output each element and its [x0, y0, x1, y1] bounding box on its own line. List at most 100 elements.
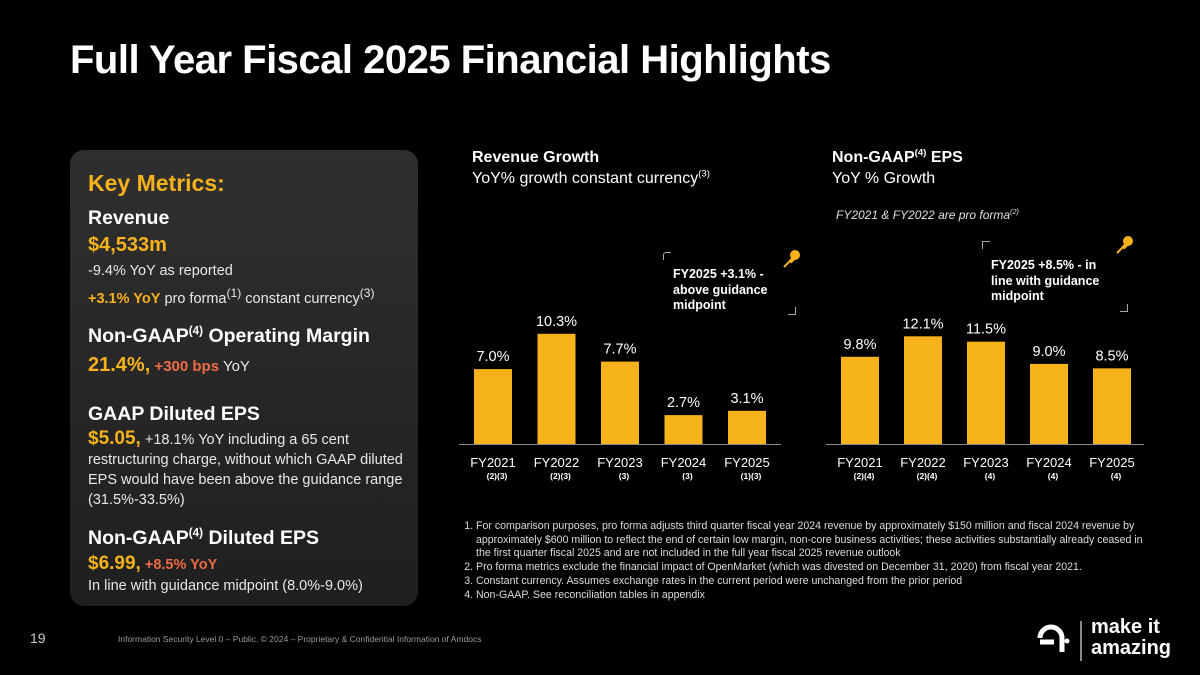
footnote-ref: (4) — [188, 526, 204, 540]
category-label: FY2023 — [597, 455, 643, 470]
category-note: (2)(3) — [487, 471, 508, 481]
category-label: FY2021 — [837, 455, 883, 470]
eps-callout: FY2025 +8.5% - in line with guidance mid… — [991, 258, 1099, 305]
category-label: FY2024 — [661, 455, 707, 470]
op-margin-value: 21.4%, — [88, 354, 151, 376]
category-note: (4) — [1048, 471, 1059, 481]
footnote-item: Pro forma metrics exclude the financial … — [476, 561, 1158, 575]
gaap-eps-label: GAAP Diluted EPS — [88, 403, 260, 425]
bar-value-label: 12.1% — [902, 316, 943, 332]
eps-chart-subtitle: YoY % Growth — [832, 170, 936, 187]
logo-line: make it — [1091, 616, 1160, 638]
footnote-ref: (3) — [698, 168, 710, 180]
eps-callout-line: midpoint — [991, 289, 1044, 303]
pro-forma-text: FY2021 & FY2022 are pro forma — [836, 208, 1011, 222]
amdocs-logo-icon — [1037, 624, 1070, 652]
bar-fy2025 — [1093, 368, 1131, 444]
revenue-callout-line: above guidance — [673, 282, 768, 297]
op-margin-label-b: Operating Margin — [203, 325, 370, 347]
pushpin-icon — [781, 248, 803, 275]
pro-forma-note: FY2021 & FY2022 are pro forma(2) — [836, 208, 1019, 222]
nongaap-eps-label-b: Diluted EPS — [203, 527, 319, 549]
revenue-chart-title: Revenue Growth YoY% growth constant curr… — [472, 147, 710, 189]
category-note: (4) — [985, 471, 996, 481]
eps-chart-title-a: Non-GAAP — [832, 149, 915, 166]
nongaap-eps-change: +8.5% YoY — [140, 557, 218, 573]
nongaap-eps-label-a: Non-GAAP — [88, 527, 189, 549]
category-note: (1)(3) — [741, 471, 762, 481]
footnote-item: Non-GAAP. See reconciliation tables in a… — [476, 589, 1158, 603]
bar-value-label: 7.7% — [603, 342, 636, 358]
category-note: (2)(3) — [550, 471, 571, 481]
key-metrics-panel: Key Metrics: Revenue $4,533m -9.4% YoY a… — [70, 150, 418, 606]
pushpin-icon — [1114, 234, 1136, 261]
bar-value-label: 7.0% — [476, 349, 509, 365]
category-label: FY2023 — [963, 455, 1009, 470]
footnotes-list: For comparison purposes, pro forma adjus… — [458, 520, 1158, 602]
bar-value-label: 9.8% — [843, 337, 876, 353]
category-note: (2)(4) — [854, 471, 875, 481]
bar-fy2024 — [664, 415, 703, 444]
revenue-value: $4,533m — [88, 234, 167, 256]
category-label: FY2021 — [470, 455, 516, 470]
page-number: 19 — [30, 630, 46, 646]
revenue-chart-subtitle: YoY% growth constant currency — [472, 170, 699, 187]
revenue-callout: FY2025 +3.1% - above guidance midpoint — [673, 267, 767, 314]
logo-tagline: make it amazing — [1091, 617, 1171, 659]
revenue-yoy-cc-text: pro forma — [160, 290, 227, 307]
nongaap-eps-note: In line with guidance midpoint (8.0%-9.0… — [88, 578, 363, 594]
bar-value-label: 8.5% — [1095, 348, 1128, 364]
category-note: (3) — [682, 471, 693, 481]
copyright-notice: Information Security Level 0 – Public. ©… — [118, 634, 482, 644]
bar-fy2025 — [728, 410, 766, 444]
category-label: FY2025 — [724, 455, 770, 470]
bar-fy2023 — [967, 341, 1005, 444]
bar-fy2021 — [474, 369, 512, 444]
category-label: FY2025 — [1089, 455, 1135, 470]
eps-callout-line: FY2025 +8.5% - in — [991, 258, 1097, 272]
category-note: (2)(4) — [917, 471, 938, 481]
footnote-ref: (2) — [1010, 207, 1019, 216]
bar-value-label: 9.0% — [1032, 344, 1065, 360]
logo-divider — [1080, 621, 1082, 661]
callout-bracket — [788, 307, 796, 315]
callout-bracket — [982, 241, 990, 249]
eps-callout-line: line with guidance — [991, 273, 1100, 288]
nongaap-eps-value: $6.99, — [88, 553, 141, 574]
bar-value-label: 2.7% — [667, 395, 700, 411]
callout-bracket — [1120, 304, 1128, 312]
op-margin-label-a: Non-GAAP — [88, 325, 189, 347]
footnote-ref: (1) — [226, 286, 242, 300]
footnote-ref: (4) — [914, 147, 927, 159]
key-metrics-heading: Key Metrics: — [88, 170, 225, 196]
gaap-eps-value: $5.05, — [88, 428, 141, 449]
revenue-callout-line: midpoint — [673, 298, 726, 312]
nongaap-eps-label: Non-GAAP(4) Diluted EPS — [88, 527, 319, 550]
revenue-yoy-cc-highlight: +3.1% YoY — [88, 290, 161, 307]
eps-chart-title: Non-GAAP(4) EPS YoY % Growth — [832, 147, 963, 189]
op-margin-label: Non-GAAP(4) Operating Margin — [88, 325, 370, 348]
footnote-ref: (3) — [359, 286, 375, 300]
bar-fy2022 — [537, 333, 576, 444]
logo-line: amazing — [1091, 637, 1172, 659]
revenue-callout-line: FY2025 +3.1% - — [673, 267, 764, 281]
category-label: FY2022 — [900, 455, 946, 470]
revenue-yoy-cc: +3.1% YoY pro forma(1) constant currency… — [88, 286, 375, 307]
category-note: (3) — [619, 471, 630, 481]
op-margin-change: +300 bps — [150, 358, 220, 375]
op-margin-suffix: YoY — [219, 358, 250, 375]
bar-value-label: 3.1% — [730, 391, 763, 407]
bar-value-label: 11.5% — [966, 322, 1006, 338]
category-label: FY2022 — [534, 455, 580, 470]
revenue-yoy-cc-text2: constant currency — [241, 290, 360, 307]
bar-value-label: 10.3% — [536, 314, 577, 330]
footnote-item: For comparison purposes, pro forma adjus… — [476, 520, 1158, 561]
revenue-label: Revenue — [88, 207, 170, 229]
bar-fy2024 — [1030, 363, 1068, 444]
revenue-chart-title-bold: Revenue Growth — [472, 149, 600, 166]
footnote-item: Constant currency. Assumes exchange rate… — [476, 575, 1158, 589]
eps-chart-title-b: EPS — [926, 149, 963, 166]
bar-fy2021 — [841, 356, 879, 444]
callout-bracket — [663, 252, 671, 260]
